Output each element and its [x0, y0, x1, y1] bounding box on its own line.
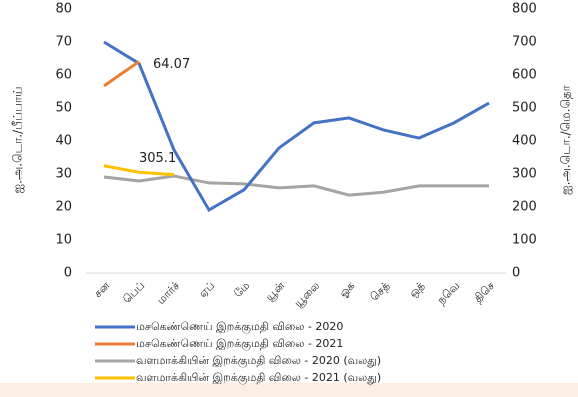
line	[103, 40, 490, 213]
y-tick-label: 10	[55, 233, 72, 248]
x-tick-label: திசெ	[471, 279, 497, 305]
y2-tick-label: 800	[512, 2, 537, 17]
x-tick-label: யூன்	[263, 279, 288, 304]
line	[103, 60, 140, 88]
x-tick-label: நவெ	[435, 279, 463, 307]
x-tick-label: சன	[91, 279, 112, 300]
y2-tick-label: 300	[512, 167, 537, 182]
data-label: 64.07	[153, 57, 190, 72]
y2-tick-label: 0	[512, 266, 520, 281]
y2-tick-label: 500	[512, 101, 537, 116]
data-label: 305.1	[139, 151, 176, 166]
legend-label: வளமாக்கியின் இறக்குமதி விலை - 2021 (வலது…	[136, 371, 381, 386]
y2-tick-label: 600	[512, 68, 537, 83]
y-tick-label: 80	[55, 2, 72, 17]
y2-tick-label: 700	[512, 35, 537, 50]
y-tick-label: 70	[55, 35, 72, 50]
legend-label: மசகெண்ணெய் இறக்குமதி விலை - 2020	[136, 320, 343, 335]
y-tick-label: 0	[64, 266, 72, 281]
y-tick-label: 60	[55, 68, 72, 83]
y-tick-label: 40	[55, 134, 72, 149]
y-axis-label: ஐ.அ.டொ./பீப்பாய்	[11, 87, 25, 194]
x-tick-label: மார்ச்	[154, 279, 182, 307]
y-tick-label: 20	[55, 200, 72, 215]
footer-band	[0, 383, 578, 397]
y2-tick-label: 400	[512, 134, 537, 149]
x-tick-label: மே	[231, 279, 252, 300]
line	[103, 174, 489, 197]
x-tick-label: செத்	[368, 279, 393, 304]
y2-tick-label: 200	[512, 200, 537, 215]
y-tick-label: 50	[55, 101, 72, 116]
legend-label: மசகெண்ணெய் இறக்குமதி விலை - 2021	[136, 337, 343, 352]
y2-axis-label: ஐ.அ.டொ./மெ.தொ	[559, 84, 573, 195]
x-tick-label: பெப்	[120, 279, 147, 306]
legend-label: வளமாக்கியின் இறக்குமதி விலை - 2020 (வலது…	[136, 354, 381, 369]
x-tick-label: ஓக	[337, 279, 358, 300]
x-tick-label: ஏப்	[196, 279, 217, 300]
y2-tick-label: 100	[512, 233, 537, 248]
x-tick-label: ஒத்	[406, 279, 427, 300]
line	[103, 164, 175, 177]
y-tick-label: 30	[55, 167, 72, 182]
x-tick-label: யூலை	[292, 279, 323, 310]
